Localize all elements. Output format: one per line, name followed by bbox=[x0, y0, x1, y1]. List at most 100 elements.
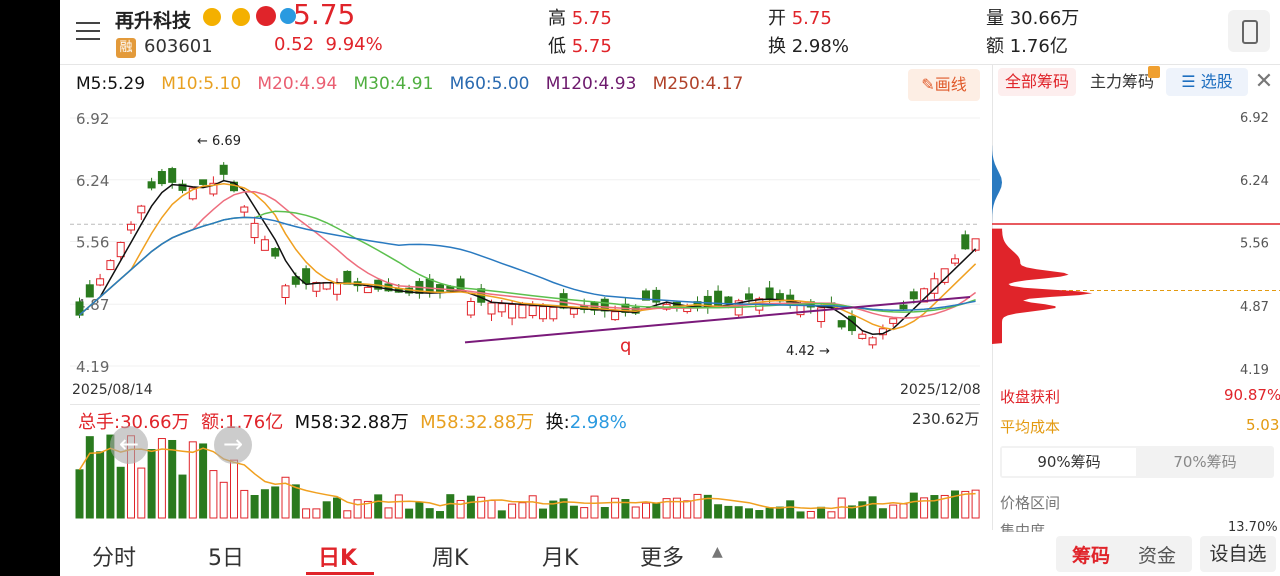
candle-body bbox=[260, 239, 269, 251]
amount-stat: 额 1.76亿 bbox=[986, 32, 1068, 58]
volume-turnover-label: 换: bbox=[545, 412, 570, 433]
share-icon[interactable] bbox=[256, 6, 276, 26]
candlestick-chart[interactable]: 6.92 6.24 5.56 4.87 4.19 ← 6.69 4.42 → q bbox=[70, 102, 980, 402]
candle-body bbox=[188, 187, 197, 200]
volume-bar bbox=[930, 495, 939, 519]
volume-bar bbox=[302, 508, 311, 519]
ma-line bbox=[79, 216, 976, 316]
caret-up-icon[interactable]: ▲ bbox=[712, 544, 723, 560]
ma-line bbox=[79, 179, 977, 335]
candle-body bbox=[281, 285, 290, 299]
close-icon[interactable]: ✕ bbox=[1254, 69, 1274, 94]
profit-value: 90.87% bbox=[1224, 386, 1280, 404]
volume-bar bbox=[734, 506, 743, 519]
chips-button[interactable]: 筹码 bbox=[1072, 545, 1111, 567]
draw-line-button[interactable]: ✎画线 bbox=[908, 69, 980, 101]
tab-daily-k[interactable]: 日K bbox=[318, 546, 358, 571]
message-icon[interactable] bbox=[280, 8, 296, 24]
volume-bar bbox=[539, 508, 547, 519]
candle-body bbox=[528, 305, 537, 317]
chip-profile-lower bbox=[992, 228, 1093, 344]
chip-range-tabs: 90%筹码 70%筹码 bbox=[1000, 446, 1274, 478]
volume-bar bbox=[611, 497, 620, 519]
tab-weekly-k[interactable]: 周K bbox=[432, 546, 469, 571]
volume-bar bbox=[147, 449, 156, 519]
candle-body bbox=[271, 248, 280, 257]
date-end: 2025/12/08 bbox=[900, 382, 981, 398]
landscape-button[interactable] bbox=[1228, 10, 1270, 52]
range-tab-70[interactable]: 70%筹码 bbox=[1173, 453, 1237, 471]
change-percent: 9.94% bbox=[325, 34, 383, 55]
volume-bar bbox=[889, 504, 898, 519]
candle-body bbox=[363, 286, 372, 294]
pencil-icon: ✎ bbox=[921, 75, 935, 94]
volume-bar bbox=[425, 508, 434, 519]
open-value: 5.75 bbox=[791, 8, 832, 29]
ma60-value: M60:5.00 bbox=[449, 74, 530, 94]
volume-bar bbox=[168, 439, 177, 519]
chip-tab-all[interactable]: 全部筹码 bbox=[998, 68, 1076, 96]
candle-body bbox=[745, 293, 753, 300]
candle-body bbox=[837, 320, 846, 328]
volume-bar bbox=[600, 507, 609, 519]
high-stat: 高 5.75 bbox=[548, 4, 612, 30]
candle-body bbox=[333, 282, 341, 295]
lock-badge-icon bbox=[1148, 66, 1160, 78]
phone-rotate-icon bbox=[1242, 20, 1258, 44]
low-stat: 低 5.75 bbox=[548, 32, 612, 58]
volume-chart[interactable] bbox=[70, 430, 980, 520]
volume-bar bbox=[775, 506, 784, 519]
tab-active-indicator bbox=[306, 572, 374, 575]
open-stat: 开 5.75 bbox=[768, 4, 832, 30]
candle-body bbox=[168, 168, 177, 183]
next-arrow-button[interactable]: → bbox=[214, 426, 252, 464]
chip-tab-main[interactable]: 主力筹码 bbox=[1086, 66, 1160, 96]
y-tick-label: 4.87 bbox=[76, 296, 109, 314]
candle-body bbox=[116, 241, 125, 258]
menu-icon[interactable] bbox=[76, 20, 102, 42]
volume-bar bbox=[405, 508, 414, 519]
candle-body bbox=[219, 164, 228, 175]
candle-body bbox=[569, 308, 578, 315]
chip-tab-select-label: 选股 bbox=[1200, 72, 1233, 91]
add-watchlist-button[interactable]: 设自选 bbox=[1200, 536, 1276, 572]
candle-body bbox=[137, 205, 146, 214]
chip-tab-select[interactable]: ☰ 选股 bbox=[1166, 68, 1248, 96]
range-tab-90[interactable]: 90%筹码 bbox=[1002, 448, 1136, 476]
turnover-label: 换 bbox=[768, 36, 786, 57]
volume-bar bbox=[971, 489, 980, 519]
volume-bar bbox=[106, 434, 115, 519]
volume-bar bbox=[497, 510, 506, 519]
volume-bar bbox=[652, 502, 661, 519]
volume-bar bbox=[909, 492, 918, 519]
low-value: 5.75 bbox=[571, 36, 612, 57]
chip-y-tick: 4.87 bbox=[1240, 300, 1269, 315]
arrow-left-icon: ← bbox=[118, 430, 140, 458]
volume-stat: 量 30.66万 bbox=[986, 4, 1079, 30]
volume-bar bbox=[487, 500, 496, 519]
volume-bar bbox=[827, 511, 836, 519]
volume-bar bbox=[415, 501, 424, 519]
funds-button[interactable]: 资金 bbox=[1138, 545, 1177, 567]
volume-bar bbox=[796, 511, 805, 519]
volume-bar bbox=[188, 441, 197, 519]
volume-bar bbox=[312, 508, 321, 519]
tab-monthly-k[interactable]: 月K bbox=[542, 546, 579, 571]
weibo-icon[interactable] bbox=[203, 8, 221, 26]
weibo-icon[interactable] bbox=[232, 8, 250, 26]
volume-bar bbox=[878, 508, 887, 519]
ma120-value: M120:4.93 bbox=[545, 74, 637, 94]
volume-bar bbox=[951, 490, 959, 519]
volume-bar bbox=[693, 493, 702, 519]
volume-bar bbox=[240, 489, 249, 519]
high-label: 高 bbox=[548, 8, 566, 29]
volume-bar bbox=[858, 501, 867, 519]
tab-5day[interactable]: 5日 bbox=[208, 546, 244, 571]
tab-intraday[interactable]: 分时 bbox=[92, 546, 137, 571]
tab-more[interactable]: 更多 bbox=[640, 546, 685, 571]
arrow-right-icon: → bbox=[222, 430, 244, 458]
volume-bar bbox=[559, 498, 568, 519]
volume-bar bbox=[199, 443, 208, 519]
prev-arrow-button[interactable]: ← bbox=[110, 426, 148, 464]
volume-bar bbox=[569, 505, 578, 519]
